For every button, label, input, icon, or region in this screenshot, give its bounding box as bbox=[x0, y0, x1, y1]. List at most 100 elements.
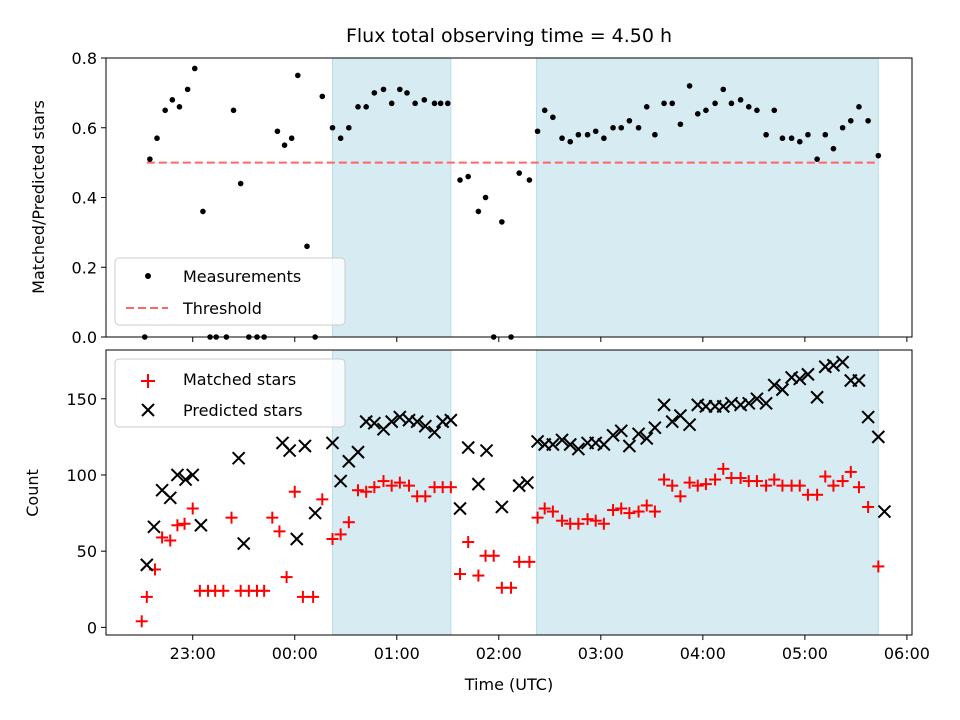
matched-point bbox=[513, 555, 526, 568]
matched-point bbox=[393, 476, 406, 489]
bottom-shaded-intervals bbox=[331, 349, 879, 636]
matched-point bbox=[171, 519, 184, 532]
bottom-y-ticks: 0 50 100 150 bbox=[66, 390, 106, 637]
predicted-point bbox=[861, 410, 875, 424]
shaded-interval bbox=[331, 57, 452, 338]
predicted-point bbox=[384, 414, 399, 429]
x-tick-label: 23:00 bbox=[170, 644, 216, 663]
measurement-point bbox=[346, 124, 352, 131]
measurement-point bbox=[856, 104, 862, 110]
measurement-point bbox=[728, 100, 735, 107]
matched-point bbox=[632, 505, 645, 518]
y-tick-label: 0.4 bbox=[72, 189, 97, 208]
matched-point bbox=[750, 475, 763, 488]
matched-point bbox=[546, 505, 559, 518]
matched-point bbox=[164, 534, 177, 547]
top-panel: 0.00.20.40.60.8 Matched/Predicted stars … bbox=[29, 49, 913, 347]
measurement-point bbox=[694, 111, 701, 117]
predicted-point bbox=[495, 500, 509, 514]
matched-point bbox=[734, 472, 747, 485]
measurement-point bbox=[147, 156, 153, 162]
predicted-point bbox=[767, 378, 781, 392]
predicted-point bbox=[614, 424, 628, 438]
matched-point bbox=[258, 584, 271, 597]
predicted-point bbox=[367, 416, 382, 430]
measurement-point bbox=[274, 128, 281, 135]
matched-point bbox=[648, 505, 661, 518]
measurement-point bbox=[626, 117, 633, 124]
matched-point bbox=[288, 485, 301, 498]
measurement-point bbox=[437, 100, 444, 107]
matched-point bbox=[862, 500, 875, 513]
predicted-point bbox=[351, 445, 365, 459]
bottom-y-axis-label: Count bbox=[23, 469, 42, 517]
measurement-point bbox=[875, 152, 882, 159]
matched-point bbox=[607, 504, 620, 517]
predicted-point bbox=[826, 358, 841, 372]
bottom-axes-frame bbox=[105, 349, 913, 636]
measurement-point bbox=[184, 86, 191, 93]
bottom-legend-box bbox=[114, 358, 346, 428]
measurement-point bbox=[822, 131, 829, 138]
matched-point bbox=[683, 476, 696, 489]
measurement-point bbox=[200, 208, 206, 215]
matched-point bbox=[368, 481, 381, 494]
matched-point bbox=[360, 485, 373, 498]
predicted-point bbox=[622, 439, 637, 453]
x-tick-label: 00:00 bbox=[272, 644, 318, 663]
measurement-point bbox=[191, 65, 198, 72]
measurement-point bbox=[169, 97, 176, 103]
predicted-point bbox=[325, 436, 340, 450]
predicted-point bbox=[170, 468, 185, 482]
measurement-point bbox=[319, 93, 326, 100]
top-y-ticks: 0.0 0.2 0.4 0.6 0.8 bbox=[72, 49, 106, 347]
measurement-point bbox=[754, 107, 760, 114]
predicted-point bbox=[682, 417, 697, 432]
measurement-point bbox=[567, 138, 574, 145]
measurement-point bbox=[814, 156, 820, 162]
predicted-point bbox=[546, 437, 560, 452]
matched-point bbox=[768, 473, 781, 486]
y-tick-label: 0.6 bbox=[72, 119, 97, 138]
matched-point bbox=[225, 511, 238, 524]
matched-point bbox=[377, 475, 390, 488]
measurement-point bbox=[388, 100, 395, 107]
matched-point bbox=[793, 479, 806, 492]
matched-legend-marker bbox=[141, 374, 155, 388]
predicted-point bbox=[657, 398, 671, 412]
matched-point bbox=[674, 490, 687, 503]
matched-point bbox=[597, 517, 610, 530]
measurement-point bbox=[559, 135, 565, 142]
matched-point bbox=[523, 555, 536, 568]
y-tick-label: 50 bbox=[77, 542, 97, 561]
measurement-point bbox=[669, 100, 676, 107]
matched-point bbox=[760, 479, 773, 492]
matched-point bbox=[487, 549, 500, 562]
predicted-point bbox=[178, 472, 193, 487]
y-tick-label: 100 bbox=[66, 466, 97, 485]
matched-point bbox=[589, 514, 602, 527]
y-tick-label: 0.8 bbox=[72, 49, 97, 68]
predicted-point bbox=[742, 396, 756, 411]
measurement-point bbox=[237, 180, 244, 187]
measurement-point bbox=[643, 104, 650, 110]
measurement-point bbox=[592, 128, 599, 135]
legend-label-predicted: Predicted stars bbox=[183, 401, 303, 420]
legend-label-measurements: Measurements bbox=[183, 267, 301, 286]
matched-point bbox=[462, 536, 475, 549]
measurement-point bbox=[712, 100, 718, 107]
measurement-point bbox=[431, 100, 438, 107]
top-x-ticks bbox=[192, 337, 908, 342]
matched-point bbox=[836, 475, 849, 488]
matched-point bbox=[819, 470, 832, 483]
matched-point bbox=[156, 531, 169, 544]
predicted-point bbox=[775, 382, 790, 397]
x-tick-label: 02:00 bbox=[476, 644, 522, 663]
predicted-point bbox=[750, 392, 764, 406]
matched-point bbox=[444, 481, 457, 494]
predicted-point bbox=[571, 442, 586, 456]
shaded-interval bbox=[331, 349, 452, 636]
predicted-point bbox=[563, 437, 577, 452]
measurement-point bbox=[737, 97, 744, 103]
predicted-legend-marker bbox=[141, 403, 155, 417]
